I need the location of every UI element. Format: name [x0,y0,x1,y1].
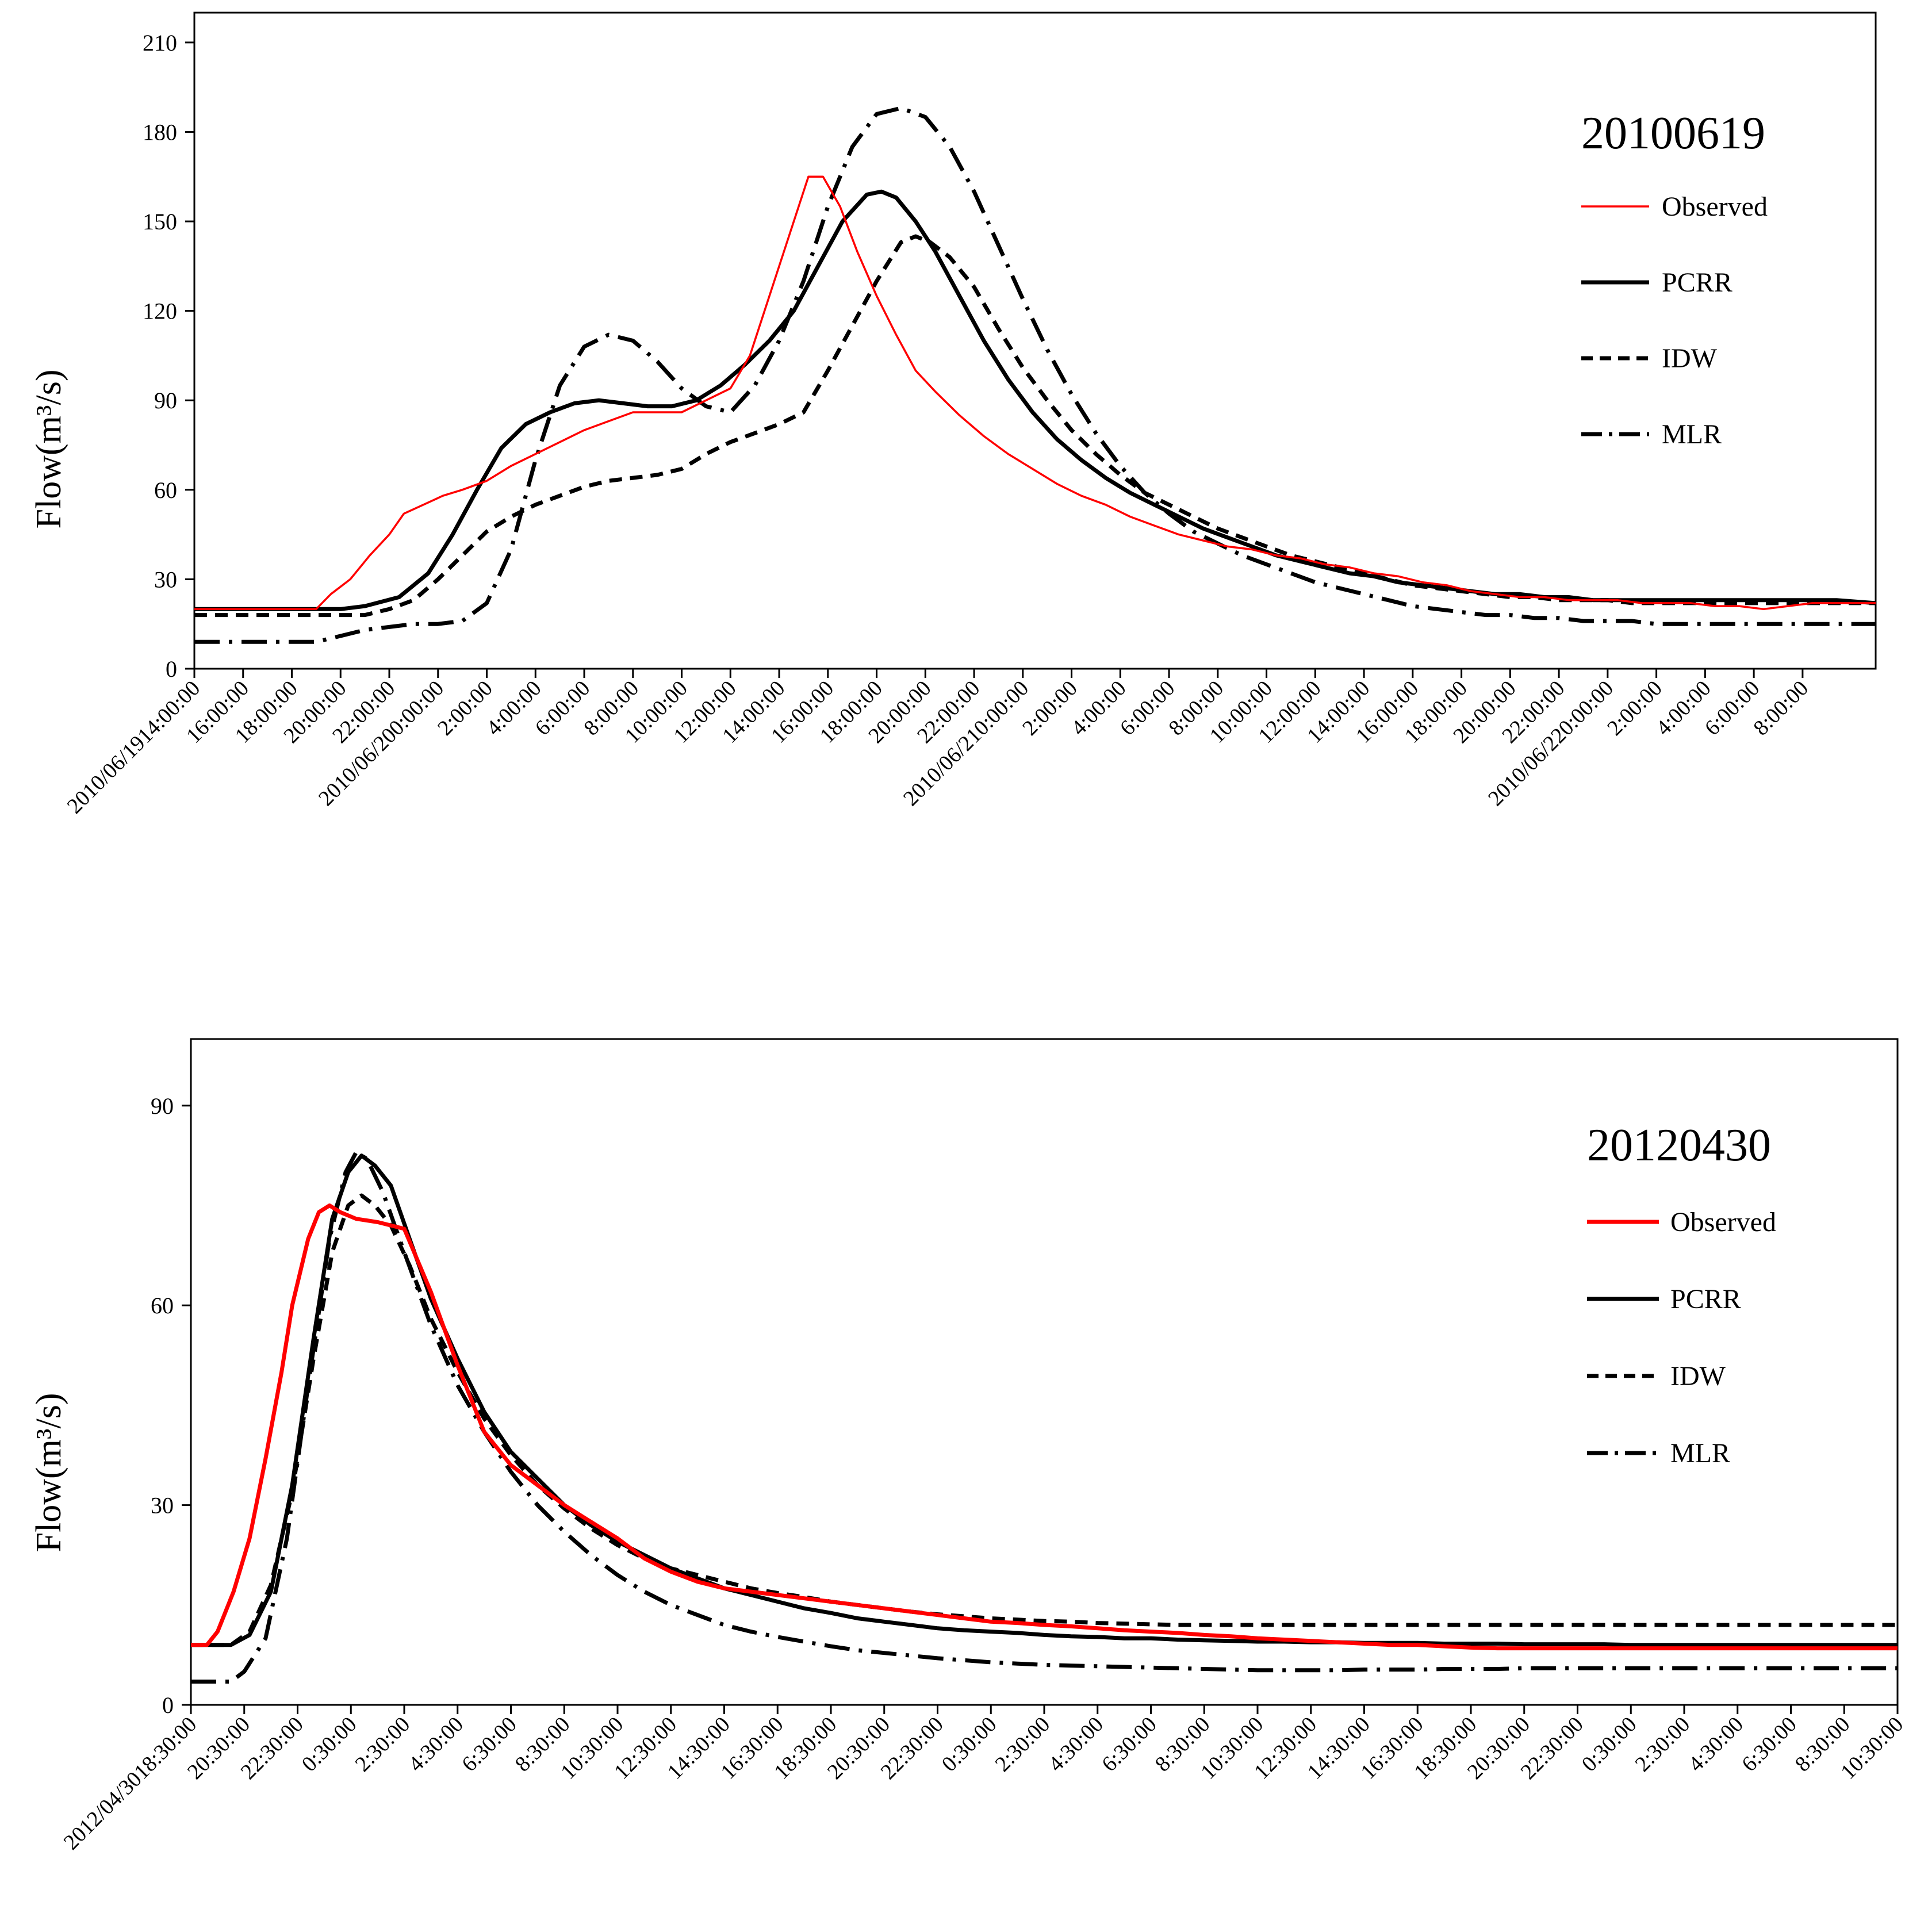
x-tick-label: 0:30:00 [937,1712,1002,1777]
y-tick-label: 30 [154,566,177,592]
legend: Observed PCRR IDW MLR [1587,1207,1776,1469]
y-tick-label: 60 [151,1293,174,1318]
x-tick-label: 2:30:00 [1631,1712,1695,1777]
x-tick-label: 8:00:00 [1749,676,1813,741]
x-tick-label: 4:30:00 [1044,1712,1108,1777]
x-tick-label: 2:00:00 [1603,676,1667,741]
x-tick-label: 6:00:00 [531,676,595,741]
x-tick-label: 2:30:00 [351,1712,415,1777]
legend-label-observed: Observed [1662,191,1768,222]
y-tick-label: 150 [143,209,177,235]
y-axis-title: Flow(m³/s) [29,370,68,529]
legend-label-pcrr: PCRR [1662,267,1732,298]
y-tick-label: 120 [143,298,177,324]
series-line-mlr [191,1150,1898,1684]
y-axis-title: Flow(m³/s) [29,1393,68,1552]
plot-frame [193,12,1877,670]
series-line-observed [194,175,1876,611]
y-tick-label: 0 [162,1692,174,1718]
legend-label-mlr: MLR [1670,1438,1730,1469]
y-tick-label: 210 [143,30,177,56]
y-tick-label: 180 [143,119,177,145]
x-tick-label: 0:30:00 [1577,1712,1642,1777]
x-tick-label: 4:00:00 [482,676,546,741]
x-tick-label: 0:30:00 [297,1712,362,1777]
x-tick-label: 6:30:00 [1737,1712,1801,1777]
series-line-pcrr [194,189,1876,611]
x-tick-label: 2:00:00 [433,676,497,741]
y-tick-label: 60 [154,477,177,503]
x-tick-label: 6:00:00 [1116,676,1180,741]
y-tick-label: 90 [151,1093,174,1119]
series-line-idw [194,234,1876,618]
x-tick-label: 6:30:00 [457,1712,522,1777]
y-tick-label: 90 [154,388,177,413]
x-tick-label: 4:30:00 [404,1712,468,1777]
series-line-pcrr [191,1153,1898,1647]
legend-label-pcrr: PCRR [1670,1284,1741,1314]
x-tick-label: 4:00:00 [1067,676,1131,741]
x-tick-label: 2012/04/3018:30:00 [59,1712,202,1855]
legend-label-observed: Observed [1670,1207,1776,1237]
legend-label-mlr: MLR [1662,419,1722,450]
series-line-observed [191,1203,1898,1651]
x-tick-label: 6:30:00 [1097,1712,1162,1777]
y-tick-label: 0 [166,656,177,682]
x-tick-label: 2010/06/1914:00:00 [63,676,205,819]
series-line-mlr [194,106,1876,644]
x-tick-label: 2:00:00 [1018,676,1082,741]
y-tick-label: 30 [151,1493,174,1519]
legend-label-idw: IDW [1662,343,1718,374]
x-tick-label: 4:30:00 [1684,1712,1748,1777]
chart-panel-1: 03060901201501802102010/06/1914:00:0016:… [29,12,1877,819]
event-label: 20100619 [1581,108,1765,159]
legend-label-idw: IDW [1670,1361,1726,1392]
x-tick-label: 4:00:00 [1651,676,1716,741]
series-line-idw [191,1193,1898,1647]
event-label: 20120430 [1587,1120,1771,1171]
x-tick-label: 6:00:00 [1700,676,1765,741]
chart-panel-2: 03060902012/04/3018:30:0020:30:0022:30:0… [29,1038,1905,1855]
legend: Observed PCRR IDW MLR [1581,191,1768,450]
x-tick-label: 2:30:00 [991,1712,1055,1777]
